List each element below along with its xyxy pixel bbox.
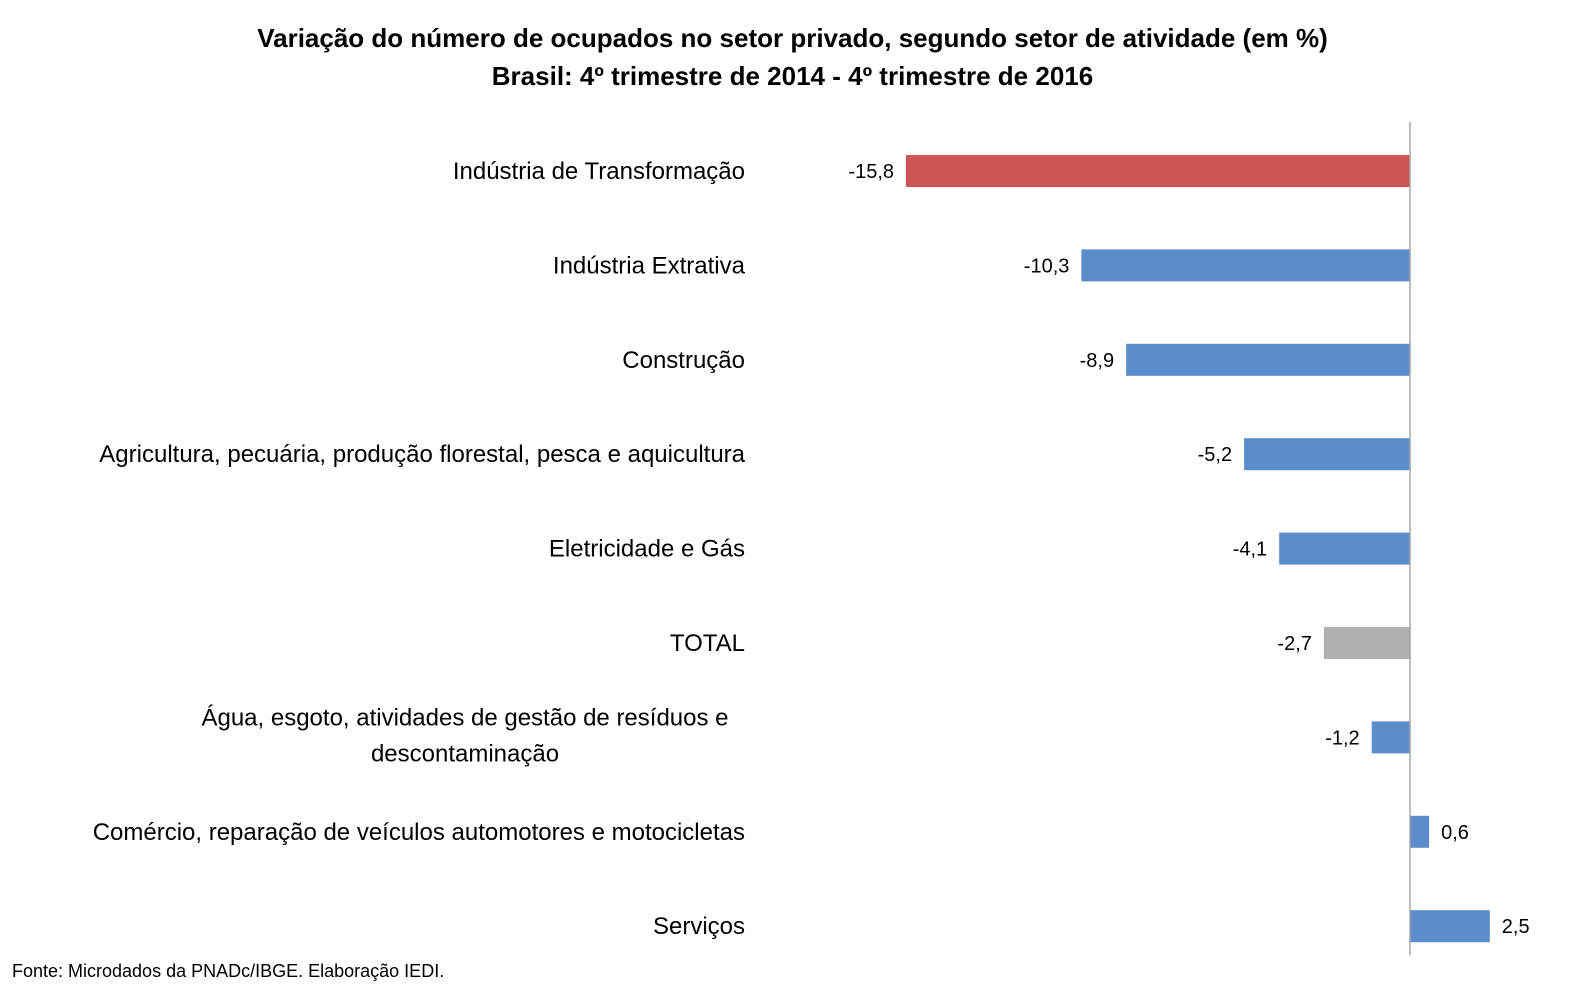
category-label-5: Eletricidade e Gás bbox=[549, 536, 745, 563]
value-label-3: -8,9 bbox=[1080, 350, 1114, 372]
chart-subtitle: Brasil: 4º trimestre de 2014 - 4º trimes… bbox=[491, 61, 1094, 91]
source-note: Fonte: Microdados da PNADc/IBGE. Elabora… bbox=[12, 961, 445, 981]
value-label-1: -15,8 bbox=[848, 161, 894, 183]
category-label-3: Construção bbox=[622, 347, 745, 374]
chart-title: Variação do número de ocupados no setor … bbox=[257, 23, 1328, 53]
bar-5 bbox=[1279, 532, 1410, 565]
category-label-2: Indústria Extrativa bbox=[553, 252, 746, 279]
value-label-4: -5,2 bbox=[1198, 444, 1232, 466]
category-label-8: Comércio, reparação de veículos automoto… bbox=[93, 819, 745, 846]
bar-1 bbox=[906, 155, 1410, 187]
value-label-7: -1,2 bbox=[1325, 727, 1359, 749]
value-label-2: -10,3 bbox=[1024, 255, 1070, 277]
category-label-7-line-1: Água, esgoto, atividades de gestão de re… bbox=[201, 704, 728, 731]
category-label-6: TOTAL bbox=[670, 630, 745, 657]
bar-6 bbox=[1323, 627, 1410, 659]
bar-3 bbox=[1126, 343, 1410, 376]
value-label-6: -2,7 bbox=[1277, 633, 1311, 655]
bar-8 bbox=[1410, 815, 1430, 848]
value-label-9: 2,5 bbox=[1502, 916, 1530, 938]
category-label-9: Serviços bbox=[653, 913, 745, 940]
value-label-5: -4,1 bbox=[1233, 539, 1267, 561]
category-label-1: Indústria de Transformação bbox=[453, 158, 745, 185]
category-label-7-line-2: descontaminação bbox=[371, 740, 559, 767]
bar-7 bbox=[1371, 721, 1410, 754]
bar-4 bbox=[1244, 438, 1410, 471]
bar-2 bbox=[1081, 249, 1410, 282]
bar-9 bbox=[1410, 910, 1490, 943]
value-label-8: 0,6 bbox=[1441, 822, 1469, 844]
category-label-4: Agricultura, pecuária, produção floresta… bbox=[99, 441, 745, 468]
